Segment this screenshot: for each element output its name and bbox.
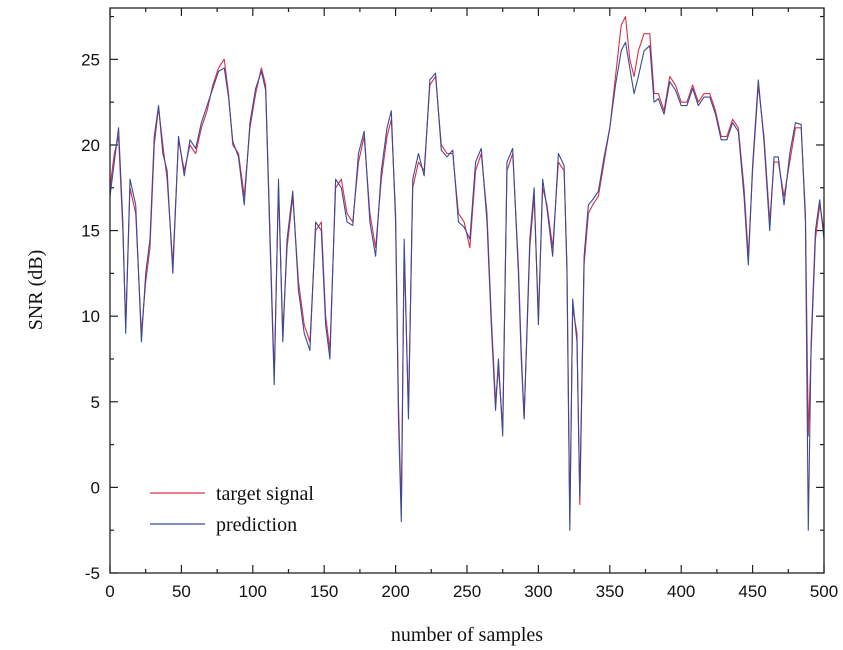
x-tick-label: 100	[239, 582, 267, 601]
series-lines	[109, 16, 825, 531]
x-tick-label: 400	[667, 582, 695, 601]
y-axis-title: SNR (dB)	[25, 250, 47, 331]
series-line-target-signal	[109, 16, 825, 523]
y-tick-label: 25	[81, 50, 100, 69]
x-axis-title: number of samples	[391, 624, 543, 646]
x-tick-label: 500	[810, 582, 838, 601]
x-tick-label: 200	[381, 582, 409, 601]
x-tick-label: 250	[453, 582, 481, 601]
y-tick-label: 10	[81, 307, 100, 326]
y-tick-label: 5	[91, 393, 100, 412]
plot-frame	[109, 7, 825, 574]
x-tick-label: 450	[738, 582, 766, 601]
x-tick-label: 350	[596, 582, 624, 601]
tick-labels: 0 50 100 150 200 250 300 350 400 450 500 -5 0 5 10 15 20…	[81, 50, 838, 601]
x-tick-label: 300	[524, 582, 552, 601]
series-line-prediction	[109, 41, 825, 531]
x-tick-label: 0	[105, 582, 114, 601]
x-tick-label: 50	[172, 582, 191, 601]
y-tick-label: 15	[81, 222, 100, 241]
y-tick-label: -5	[85, 564, 100, 583]
y-tick-label: 20	[81, 136, 100, 155]
y-tick-label: 0	[91, 478, 100, 497]
x-tick-label: 150	[310, 582, 338, 601]
legend: target signal prediction	[150, 483, 314, 536]
legend-label-target-signal: target signal	[216, 483, 314, 505]
legend-label-prediction: prediction	[216, 514, 297, 536]
